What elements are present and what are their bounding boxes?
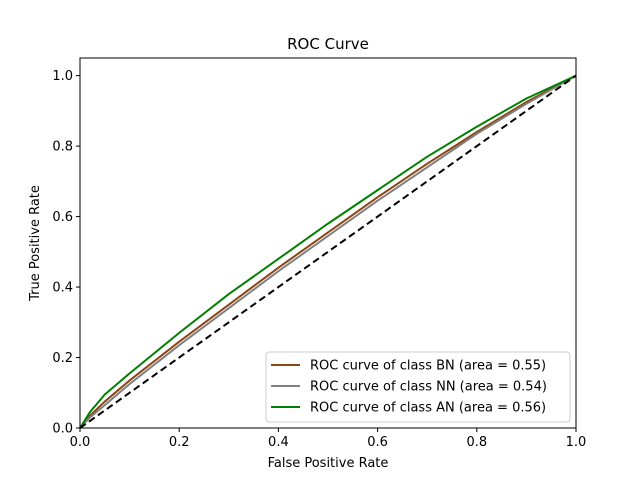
y-axis-label: True Positive Rate [28, 185, 43, 302]
legend: ROC curve of class BN (area = 0.55) ROC c… [265, 351, 571, 423]
series-line-1 [79, 74, 577, 429]
plot-frame [79, 57, 577, 429]
y-tick-label: 0.2 [52, 351, 73, 366]
x-tick-label: 1.0 [566, 435, 587, 450]
x-tick-label: 0.4 [268, 435, 289, 450]
y-tick-label: 0.8 [52, 140, 73, 155]
y-tick-label: 1.0 [52, 69, 73, 84]
y-tick-label: 0.0 [52, 422, 73, 437]
y-tick-label: 0.6 [52, 210, 73, 225]
x-tick-label: 0.8 [466, 435, 487, 450]
x-tick-label: 0.2 [169, 435, 190, 450]
y-tick-label: 0.4 [52, 281, 73, 296]
legend-label: ROC curve of class NN (area = 0.54) [310, 380, 547, 395]
x-tick-label: 0.6 [367, 435, 388, 450]
x-axis-label: False Positive Rate [268, 456, 389, 471]
series-line-2 [79, 74, 577, 429]
chart-title: ROC Curve [287, 35, 369, 53]
plot-area [79, 74, 577, 429]
legend-label: ROC curve of class BN (area = 0.55) [310, 359, 546, 374]
x-tick-label: 0.0 [70, 435, 91, 450]
series-line-0 [79, 74, 577, 429]
axis-ticks: 0.0 0.2 0.4 0.6 0.8 1.0 0.0 0.2 0.4 0.6 0.8 1.0 [52, 69, 586, 450]
chance-diagonal-line [79, 74, 577, 429]
legend-label: ROC curve of class AN (area = 0.56) [310, 401, 546, 416]
legend-box [265, 351, 571, 423]
